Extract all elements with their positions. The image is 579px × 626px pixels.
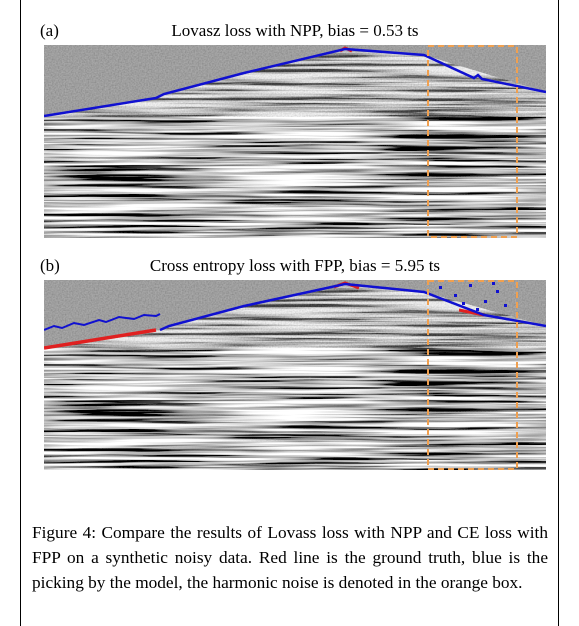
panel-title: Cross entropy loss with FPP, bias = 5.95… [149,256,441,275]
seismic-image [44,45,546,238]
picking-noisy [44,313,161,331]
picking [44,47,546,118]
figure-frame [20,0,559,626]
picking [159,282,546,332]
panel-label: (a) [40,21,59,40]
panel-title: Lovasz loss with NPP, bias = 0.53 ts [171,21,419,40]
picking-scatter [439,282,507,311]
caption: Figure 4: Compare the results of Lovass … [32,523,548,592]
noise-box [427,280,518,470]
panel-label: (b) [40,256,60,275]
ground-truth [44,328,157,350]
water-noise [44,45,546,117]
water-noise [44,280,546,348]
seismic-image [44,280,546,470]
noise-box [427,45,518,238]
